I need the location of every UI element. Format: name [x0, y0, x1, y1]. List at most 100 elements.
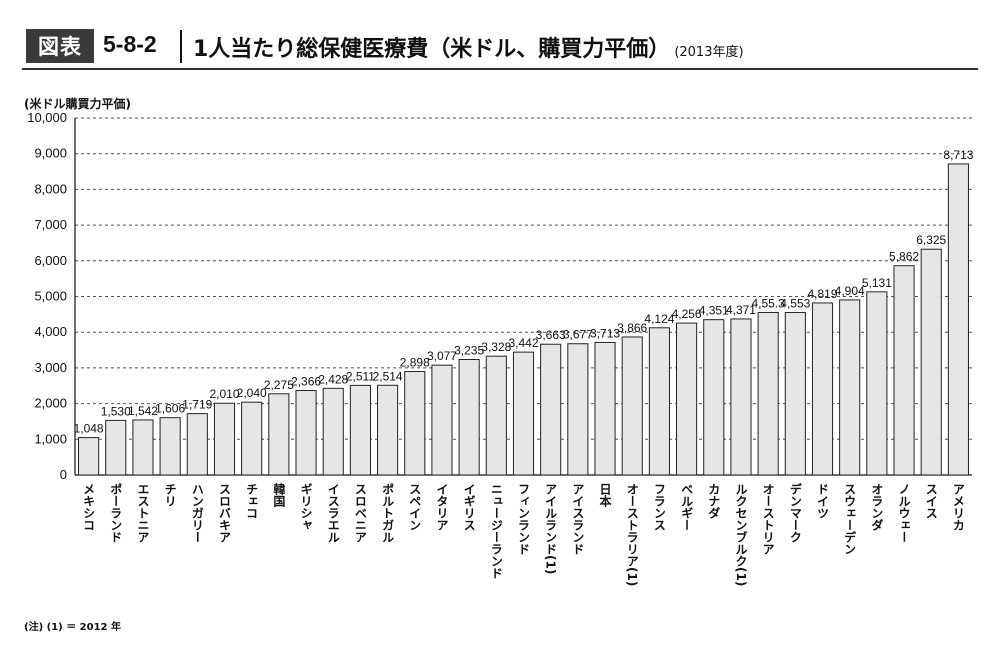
bar — [730, 318, 752, 476]
bar — [431, 364, 453, 476]
figure-header: 図表 5-8-2 1人当たり総保健医療費（米ドル、購買力平価） (2013年度) — [0, 0, 1000, 70]
data-label: 5,131 — [862, 276, 892, 290]
x-tick-label: エストニア — [136, 483, 150, 543]
bar — [512, 351, 535, 476]
x-tick-label: ルクセンブルク(1) — [734, 483, 748, 586]
bar — [567, 343, 589, 476]
bar — [839, 299, 861, 476]
x-tick-label: アイスランド — [571, 483, 585, 555]
bar — [784, 311, 806, 476]
x-tick-label: ポーランド — [109, 482, 123, 543]
bar — [947, 163, 969, 476]
data-label: 2,514 — [373, 369, 403, 383]
bar — [703, 319, 725, 476]
y-tick-label: 6,000 — [34, 253, 67, 268]
x-tick-label: イタリア — [435, 483, 449, 531]
bar — [349, 384, 371, 476]
x-tick-label: フランス — [652, 483, 666, 531]
bar — [811, 302, 834, 476]
data-label: 4,904 — [835, 284, 865, 298]
x-tick-label: アイルランド(1) — [544, 483, 558, 574]
x-tick-label: 日本 — [598, 483, 612, 508]
bar — [213, 402, 236, 476]
x-tick-label: カナダ — [707, 483, 721, 519]
data-label: 4,124 — [644, 312, 674, 326]
bar — [676, 322, 698, 476]
data-label: 2,040 — [237, 386, 267, 400]
data-label: 3,328 — [481, 340, 511, 354]
bar — [78, 437, 100, 476]
data-label: 1,606 — [155, 402, 185, 416]
data-label: 2,010 — [209, 387, 239, 401]
data-label: 4,256 — [672, 307, 702, 321]
y-tick-label: 2,000 — [34, 396, 67, 411]
data-label: 3,677 — [563, 328, 593, 342]
bar — [920, 248, 942, 476]
x-tick-label: オランダ — [870, 483, 884, 531]
bar — [159, 417, 181, 476]
data-label: 3,713 — [590, 326, 620, 340]
bar — [377, 384, 399, 476]
x-tick-label: スロベニア — [353, 483, 367, 543]
data-label: 2,898 — [400, 356, 430, 370]
bar — [594, 341, 616, 476]
data-label: 1,719 — [182, 398, 212, 412]
x-tick-label: デンマーク — [788, 482, 802, 543]
x-tick-label: イスラエル — [326, 483, 340, 543]
x-tick-label: ハンガリー — [190, 483, 204, 543]
data-label: 2,428 — [318, 372, 348, 386]
figure-title: 1人当たり総保健医療費（米ドル、購買力平価） (2013年度) — [193, 31, 744, 63]
x-tick-label: ニュージーランド — [489, 483, 503, 579]
data-label: 2,366 — [291, 375, 321, 389]
y-tick-label: 8,000 — [34, 181, 67, 196]
x-tick-label: スロバキア — [218, 483, 232, 543]
y-tick-label: 10,000 — [27, 110, 67, 125]
figure-year: (2013年度) — [674, 45, 744, 60]
data-label: 2,275 — [264, 378, 294, 392]
x-tick-label: オーストラリア(1) — [625, 483, 639, 587]
y-tick-label: 5,000 — [34, 289, 67, 304]
x-tick-label: メキシコ — [82, 483, 96, 531]
x-tick-label: スイス — [924, 483, 938, 519]
title-separator — [180, 30, 182, 63]
bar — [757, 311, 779, 476]
x-tick-label: チェコ — [245, 483, 259, 519]
bar — [458, 359, 480, 476]
y-tick-label: 0 — [60, 467, 67, 482]
x-tick-label: チリ — [163, 483, 177, 507]
x-tick-label: アメリカ — [951, 483, 965, 531]
bar — [648, 327, 670, 476]
bar — [404, 371, 426, 476]
x-tick-label: ドイツ — [816, 483, 830, 519]
y-tick-label: 4,000 — [34, 324, 67, 339]
bar — [621, 336, 643, 476]
y-tick-label: 9,000 — [34, 146, 67, 161]
x-tick-label: スウェーデン — [843, 483, 857, 555]
x-tick-label: イギリス — [462, 483, 476, 531]
y-axis-unit-label: (米ドル購買力平価) — [24, 97, 131, 111]
y-tick-label: 7,000 — [34, 217, 67, 232]
figure-badge: 図表 — [26, 29, 94, 63]
bar — [132, 419, 154, 476]
x-tick-label: スペイン — [408, 483, 422, 531]
bar — [241, 401, 263, 476]
data-label: 3,235 — [454, 344, 484, 358]
data-label: 6,325 — [916, 233, 946, 247]
data-label: 3,077 — [427, 349, 457, 363]
data-label: 3,442 — [508, 336, 538, 350]
data-label: 4,55.3 — [751, 296, 785, 310]
header-rule — [22, 68, 978, 70]
bar — [866, 291, 888, 476]
data-label: 2,511 — [346, 369, 375, 383]
figure-number: 5-8-2 — [103, 31, 157, 57]
data-label: 4,819 — [807, 287, 837, 301]
y-tick-label: 3,000 — [34, 360, 67, 375]
data-label: 4,351 — [699, 304, 729, 318]
figure-title-text: 1人当たり総保健医療費（米ドル、購買力平価） — [193, 37, 671, 62]
data-label: 3,866 — [617, 321, 647, 335]
bar — [105, 419, 127, 476]
data-label: 1,048 — [74, 422, 104, 436]
data-label: 5,862 — [889, 250, 919, 264]
x-tick-label: フィンランド — [517, 483, 531, 555]
